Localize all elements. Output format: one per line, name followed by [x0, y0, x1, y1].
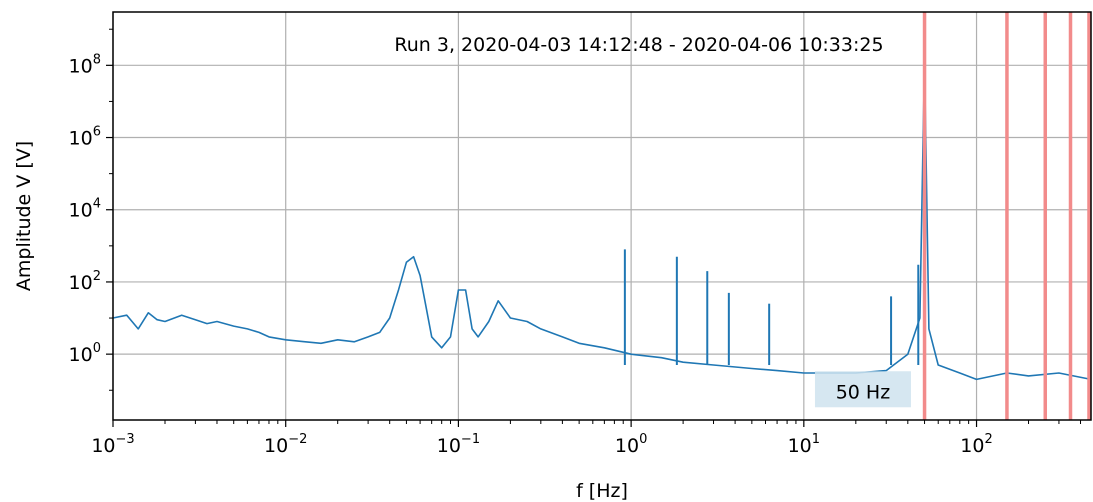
x-tick-label: 102	[960, 432, 992, 457]
x-tick-label: 100	[615, 432, 647, 457]
amplitude-series	[112, 60, 1092, 381]
grid-lines	[112, 12, 1091, 420]
annotation-label: 50 Hz	[836, 381, 891, 403]
series-line	[112, 60, 1092, 381]
harmonic-markers	[922, 12, 1091, 420]
axes	[106, 11, 1092, 427]
y-tick-labels: 100 102 104 106 108	[69, 52, 101, 366]
annotation: 50 Hz	[814, 371, 911, 408]
x-axis-label: f [Hz]	[576, 480, 628, 502]
y-tick-label: 104	[69, 197, 101, 222]
annotation-background	[814, 371, 911, 408]
y-tick-label: 106	[69, 125, 101, 150]
y-tick-label: 102	[69, 269, 101, 294]
plot-frame	[112, 11, 1092, 421]
x-tick-label: 10−1	[437, 432, 480, 457]
y-tick-label: 108	[69, 52, 101, 77]
y-tick-label: 100	[69, 341, 101, 366]
x-tick-label: 10−2	[264, 432, 307, 457]
chart-title: Run 3, 2020-04-03 14:12:48 - 2020-04-06 …	[394, 34, 883, 56]
y-axis-label: Amplitude V [V]	[13, 141, 35, 291]
x-tick-labels: 10−3 10−2 10−1 100 101 102	[91, 432, 992, 457]
x-tick-label: 10−3	[91, 432, 134, 457]
x-tick-label: 101	[788, 432, 820, 457]
